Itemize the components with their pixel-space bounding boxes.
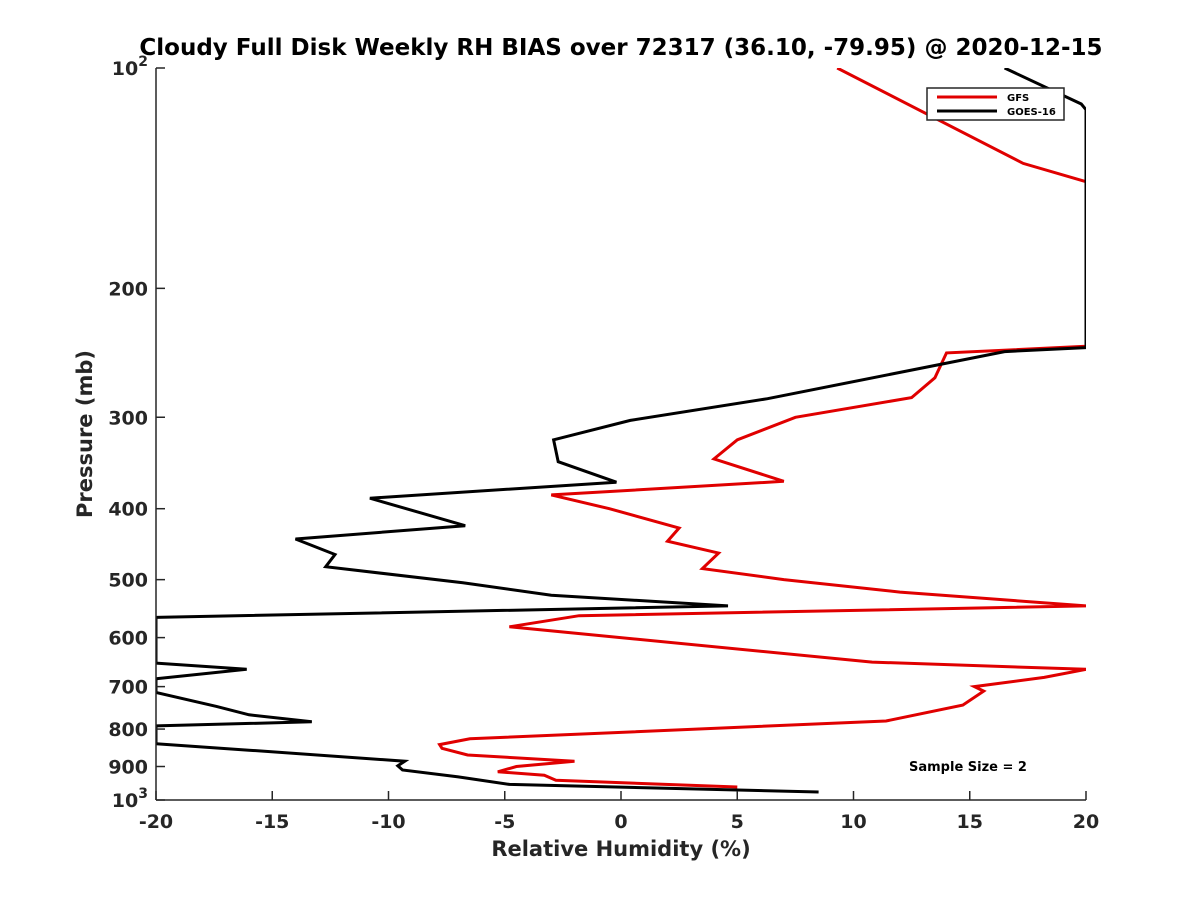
x-tick-label: 15 bbox=[957, 811, 983, 833]
axes: -20 -15 -10 -5 0 5 10 15 20 102 200 300 400 500 600 700… bbox=[108, 54, 1099, 833]
chart-title: Cloudy Full Disk Weekly RH BIAS over 723… bbox=[139, 35, 1102, 61]
series-line-goes-16 bbox=[156, 68, 1086, 794]
x-tick-label: 5 bbox=[731, 811, 744, 833]
y-tick-label: 400 bbox=[108, 499, 148, 521]
sample-size-annotation: Sample Size = 2 bbox=[909, 760, 1027, 775]
plot-area bbox=[156, 68, 1086, 794]
x-tick-label: 10 bbox=[840, 811, 866, 833]
y-tick-label: 103 bbox=[112, 786, 148, 812]
x-tick-label: -5 bbox=[494, 811, 515, 833]
x-tick-label: 20 bbox=[1073, 811, 1099, 833]
x-tick-label: -10 bbox=[371, 811, 405, 833]
x-tick-label: -15 bbox=[255, 811, 289, 833]
y-tick-label: 300 bbox=[108, 407, 148, 429]
series-line-gfs bbox=[437, 68, 1086, 789]
legend-label: GOES-16 bbox=[1007, 107, 1056, 118]
legend-label: GFS bbox=[1007, 93, 1029, 104]
x-tick-label: 0 bbox=[614, 811, 627, 833]
legend-box bbox=[926, 87, 1065, 121]
y-tick-label: 200 bbox=[108, 278, 148, 300]
y-axis-label: Pressure (mb) bbox=[73, 350, 97, 518]
x-axis-label: Relative Humidity (%) bbox=[491, 837, 750, 861]
y-tick-label: 102 bbox=[112, 54, 148, 80]
y-tick-label: 800 bbox=[108, 719, 148, 741]
x-tick-label: -20 bbox=[139, 811, 173, 833]
legend: GFS GOES-16 bbox=[926, 87, 1065, 121]
y-tick-label: 500 bbox=[108, 570, 148, 592]
y-tick-label: 900 bbox=[108, 757, 148, 779]
y-tick-label: 700 bbox=[108, 677, 148, 699]
y-tick-label: 600 bbox=[108, 628, 148, 650]
